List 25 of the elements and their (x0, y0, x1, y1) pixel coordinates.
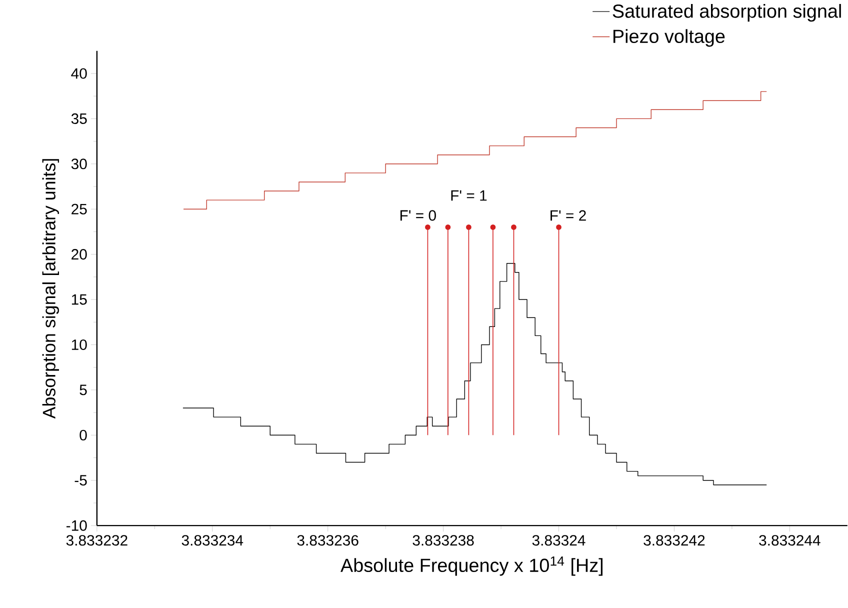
x-tick-label: 3.833238 (412, 535, 474, 546)
legend-label: Saturated absorption signal (612, 4, 841, 22)
x-tick-label: 3.833234 (182, 535, 244, 546)
x-tick-label: 3.833236 (297, 535, 358, 546)
y-tick-label: 5 (80, 384, 87, 396)
y-tick-label: 25 (72, 204, 87, 215)
x-tick-label: 3.833244 (759, 535, 820, 546)
annotation: F' = 1 (451, 190, 487, 201)
y-tick-label: 10 (72, 340, 87, 350)
x-tick-label: 3.833232 (66, 535, 128, 546)
y-tick-label: 35 (71, 114, 87, 124)
annotation: F' = 0 (400, 210, 436, 221)
legend-label: Piezo voltage (613, 29, 725, 48)
x-tick-label: 3.83324 (532, 535, 586, 546)
x-axis-title: Absolute Frequency x 10$^{14}$ [Hz] (340, 556, 602, 576)
annotation: F' = 2 (550, 210, 586, 221)
y-tick-label: -5 (74, 475, 87, 486)
y-tick-label: 0 (80, 430, 87, 441)
y-tick-label: 40 (71, 68, 87, 80)
y-tick-label: -10 (66, 520, 87, 532)
y-tick-label: 30 (71, 158, 87, 170)
x-tick-label: 3.833242 (644, 535, 705, 546)
y-axis-title: Absorption signal [arbitrary units] (42, 159, 59, 419)
y-tick-label: 20 (72, 249, 87, 260)
y-tick-label: 15 (72, 294, 87, 305)
